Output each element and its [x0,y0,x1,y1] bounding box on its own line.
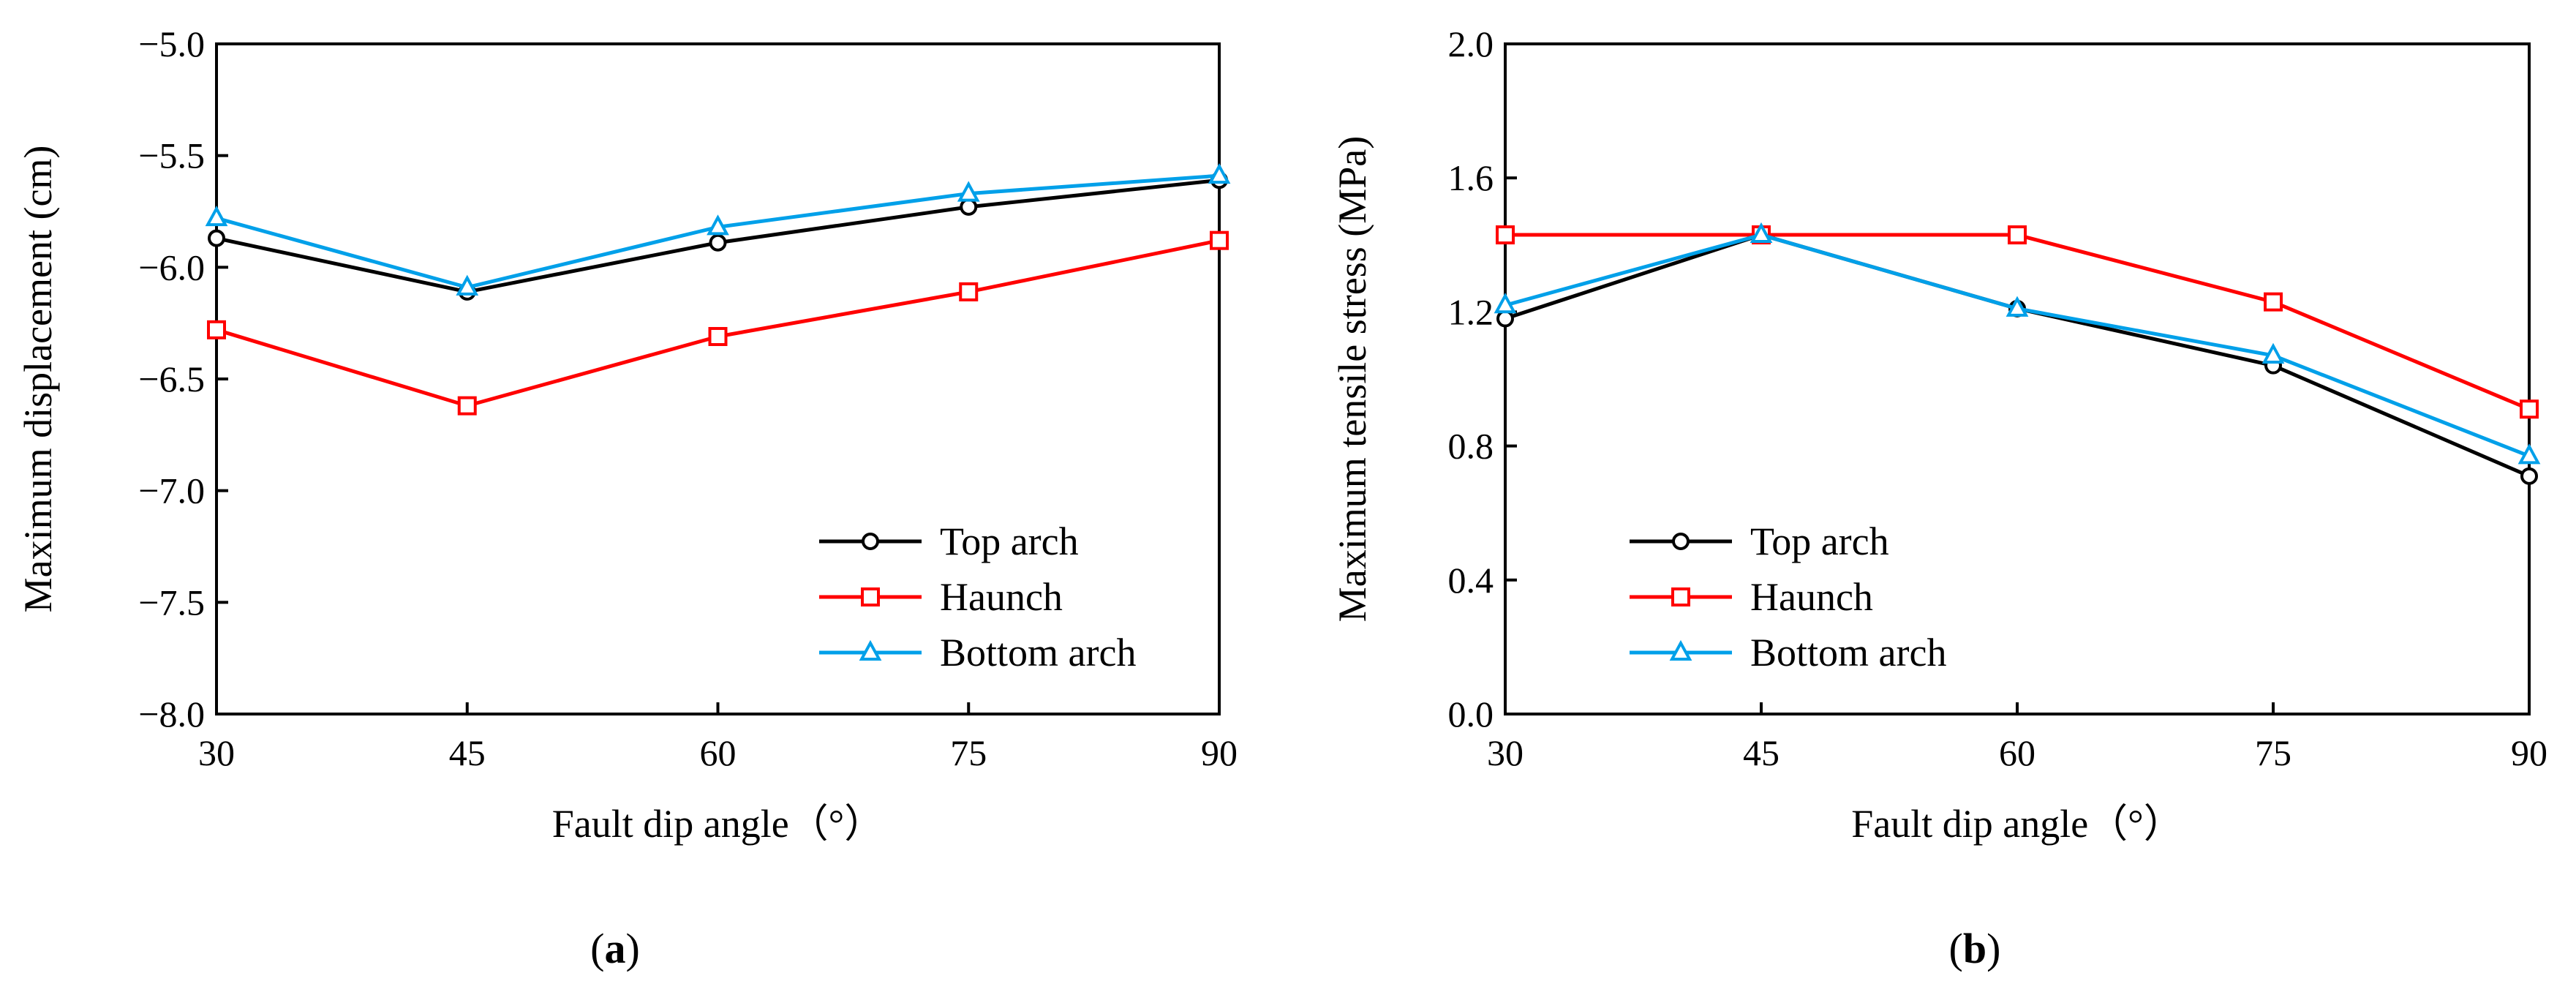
series-bottom-arch [205,162,1231,296]
point-bottom-arch-90 [2517,443,2541,465]
point-haunch-60 [708,326,728,346]
y-tick-label: 0.4 [1448,560,1494,601]
legend-label-haunch: Haunch [1750,575,1873,619]
series-haunch [1496,225,2539,419]
point-bottom-arch-45 [456,274,479,296]
y-tick-label: 0.8 [1448,426,1494,467]
point-bottom-arch-30 [1494,293,1517,314]
panel-label-open-paren: ( [1949,925,1963,972]
legend-marker-top-arch [1672,533,1690,550]
line-top-arch [1504,233,2530,478]
point-haunch-75 [2264,292,2283,312]
x-tick-label: 75 [2255,732,2291,773]
x-tick-label: 45 [449,732,486,773]
x-axis-title: Fault dip angle（°） [1851,802,2183,846]
point-top-arch-90 [2520,467,2538,485]
point-top-arch-30 [208,229,225,247]
series-haunch [207,230,1229,416]
point-haunch-75 [959,282,979,301]
legend-label-bottom-arch: Bottom arch [1750,631,1946,675]
point-top-arch-60 [709,233,727,252]
y-tick-label: 1.6 [1448,157,1494,198]
y-tick-label: 1.2 [1448,291,1494,332]
panel-label-close-paren: ) [1986,925,2000,972]
panel-label: (b) [1949,925,2001,972]
line-haunch [216,238,1220,408]
x-tick-label: 60 [1999,732,2035,773]
legend-marker-bottom-arch [1669,639,1692,661]
y-tick-label: −7.0 [138,470,205,511]
y-tick-label: 2.0 [1448,23,1494,64]
point-haunch-90 [2520,399,2539,419]
plot-frame [215,42,1221,715]
legend-label-top-arch: Top arch [1750,519,1889,563]
x-tick-label: 45 [1743,732,1780,773]
legend-label-top-arch: Top arch [940,519,1079,563]
point-bottom-arch-45 [1750,222,1773,244]
y-tick-label: 0.0 [1448,694,1494,735]
legend-label-haunch: Haunch [940,575,1063,619]
x-tick-label: 60 [700,732,737,773]
y-axis-title: Maximum displacement (cm) [16,146,60,613]
x-tick-label: 30 [1487,732,1524,773]
point-bottom-arch-30 [205,205,228,227]
point-haunch-45 [457,396,477,416]
point-bottom-arch-60 [2006,296,2029,317]
x-tick-label: 75 [950,732,987,773]
y-tick-label: −7.5 [138,582,205,623]
panel-label: (a) [590,925,640,972]
point-top-arch-75 [960,198,978,216]
x-axis-title: Fault dip angle（°） [552,802,884,846]
y-tick-label: −6.5 [138,358,205,399]
point-top-arch-30 [1496,309,1514,328]
x-tick-label: 90 [1201,732,1238,773]
y-tick-label: −8.0 [138,694,205,735]
y-tick-label: −6.0 [138,247,205,288]
point-bottom-arch-75 [2261,342,2285,364]
legend-marker-haunch [1671,587,1690,606]
legend-label-bottom-arch: Bottom arch [940,631,1136,675]
panel-label-close-paren: ) [626,925,640,972]
x-tick-label: 30 [198,732,235,773]
point-haunch-90 [1210,230,1229,250]
y-tick-label: −5.0 [138,23,205,64]
panel-letter: a [605,925,626,972]
point-bottom-arch-90 [1208,162,1231,184]
series-top-arch [208,171,1228,301]
series-bottom-arch [1494,222,2541,465]
panel-letter: b [1963,925,1986,972]
point-haunch-30 [1496,225,1515,245]
legend-marker-top-arch [862,533,879,550]
legend: Top arch Haunch Bottom arch [1630,519,1946,675]
point-haunch-30 [207,320,226,339]
legend-marker-bottom-arch [859,639,882,661]
point-bottom-arch-60 [707,214,729,236]
chart-panel-b: 30 45 60 75 90 0.0 0.4 0.8 1.2 1.6 2.0 Fault dip an… [1330,23,2547,972]
legend: Top arch Haunch Bottom arch [819,519,1136,675]
point-bottom-arch-75 [957,181,980,202]
x-tick-label: 90 [2511,732,2547,773]
legend-marker-haunch [861,587,880,606]
y-axis-title: Maximum tensile stress (MPa) [1330,136,1374,622]
y-tick-label: −5.5 [138,135,205,176]
point-haunch-60 [2008,225,2027,245]
plot-frame [1504,42,2531,715]
line-haunch [1505,233,2530,411]
chart-panel-a: 30 45 60 75 90 −8.0 −7.5 −7.0 −6.5 −6.0 −5.5 −5.0 Fa… [16,23,1238,972]
panel-label-open-paren: ( [590,925,604,972]
